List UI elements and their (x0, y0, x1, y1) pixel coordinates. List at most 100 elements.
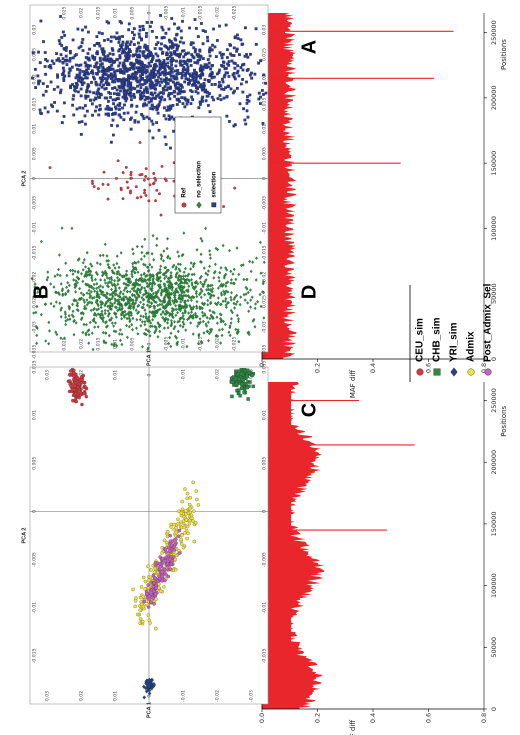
point-ref (115, 176, 118, 180)
point-no-selection (177, 303, 181, 308)
point-selection (147, 53, 150, 57)
point-no-selection (140, 279, 144, 284)
point-selection (172, 43, 175, 47)
point-no-selection (146, 295, 150, 299)
point-selection (46, 110, 50, 114)
point-ref (144, 167, 148, 171)
point-selection (226, 62, 230, 66)
point-no-selection (73, 269, 77, 274)
point-no-selection (168, 256, 172, 261)
point-post-admix-sel (172, 545, 177, 549)
point-no-selection (174, 304, 178, 308)
point-no-selection (164, 274, 168, 279)
point-ref (143, 188, 147, 192)
point-no-selection (101, 319, 105, 324)
point-no-selection (176, 340, 180, 344)
point-selection (246, 95, 249, 99)
point-no-selection (194, 279, 198, 284)
point-selection (56, 75, 60, 79)
point-selection (39, 19, 43, 23)
point-no-selection (226, 290, 230, 294)
point-selection (192, 46, 196, 50)
point-no-selection (262, 260, 266, 265)
point-selection (112, 92, 116, 96)
point-selection (115, 31, 119, 35)
point-selection (173, 37, 177, 41)
point-selection (189, 89, 193, 92)
point-admix (134, 596, 138, 600)
point-selection (102, 52, 106, 56)
point-selection (259, 95, 262, 99)
point-no-selection (190, 307, 194, 311)
point-no-selection (200, 301, 204, 305)
point-selection (109, 140, 113, 144)
point-selection (59, 15, 62, 18)
point-no-selection (109, 318, 113, 322)
point-selection (145, 21, 149, 24)
point-post-admix-sel (168, 549, 172, 553)
point-selection (207, 79, 211, 82)
point-selection (77, 120, 81, 124)
point-no-selection (208, 284, 212, 288)
point-no-selection (100, 273, 104, 278)
point-selection (81, 49, 85, 53)
point-selection (135, 66, 139, 70)
point-selection (181, 102, 185, 106)
point-post-admix-sel (149, 600, 153, 604)
point-selection (245, 80, 248, 84)
point-selection (147, 117, 151, 121)
point-no-selection (142, 314, 145, 319)
point-post-admix-sel (166, 545, 171, 550)
point-admix (143, 587, 147, 591)
pc2-tick-label: 0.03 (45, 370, 51, 380)
point-selection (106, 76, 110, 80)
point-no-selection (205, 324, 209, 328)
point-selection (127, 28, 131, 32)
point-no-selection (148, 273, 152, 277)
point-admix (135, 612, 140, 617)
point-no-selection (75, 275, 79, 280)
point-no-selection (98, 315, 102, 319)
point-no-selection (133, 282, 137, 287)
point-selection (150, 20, 154, 24)
point-no-selection (220, 333, 224, 338)
legend-label-admix: Admix (466, 331, 477, 362)
point-no-selection (169, 271, 173, 275)
pc1-tick-label: -0.03 (32, 321, 38, 333)
point-no-selection (235, 293, 239, 298)
point-selection (79, 94, 83, 98)
point-selection (121, 48, 125, 52)
point-selection (39, 111, 42, 115)
point-no-selection (216, 300, 220, 305)
point-no-selection (152, 281, 156, 286)
point-selection (115, 37, 118, 41)
point-no-selection (151, 291, 155, 296)
point-no-selection (77, 257, 81, 261)
point-post-admix-sel (149, 590, 153, 595)
point-no-selection (248, 259, 252, 264)
point-no-selection (222, 276, 226, 280)
point-no-selection (95, 308, 99, 312)
point-ceu-sim (68, 369, 73, 373)
point-ref (152, 172, 156, 175)
point-no-selection (163, 306, 167, 311)
point-no-selection (131, 316, 135, 321)
point-no-selection (224, 284, 228, 288)
point-no-selection (112, 324, 116, 328)
point-no-selection (168, 276, 172, 280)
point-no-selection (113, 321, 117, 325)
point-no-selection (95, 261, 99, 265)
point-no-selection (170, 306, 174, 311)
point-selection (139, 86, 143, 90)
point-no-selection (156, 308, 160, 313)
point-no-selection (61, 287, 65, 291)
point-selection (207, 61, 211, 65)
position-tick-label: 50000 (490, 637, 498, 658)
point-no-selection (99, 284, 102, 288)
point-post-admix-sel (156, 579, 160, 584)
point-selection (173, 22, 176, 26)
point-selection (163, 98, 167, 102)
point-no-selection (134, 266, 138, 270)
pc1-tick-label-right: -0.015 (262, 245, 268, 260)
point-selection (161, 70, 164, 74)
